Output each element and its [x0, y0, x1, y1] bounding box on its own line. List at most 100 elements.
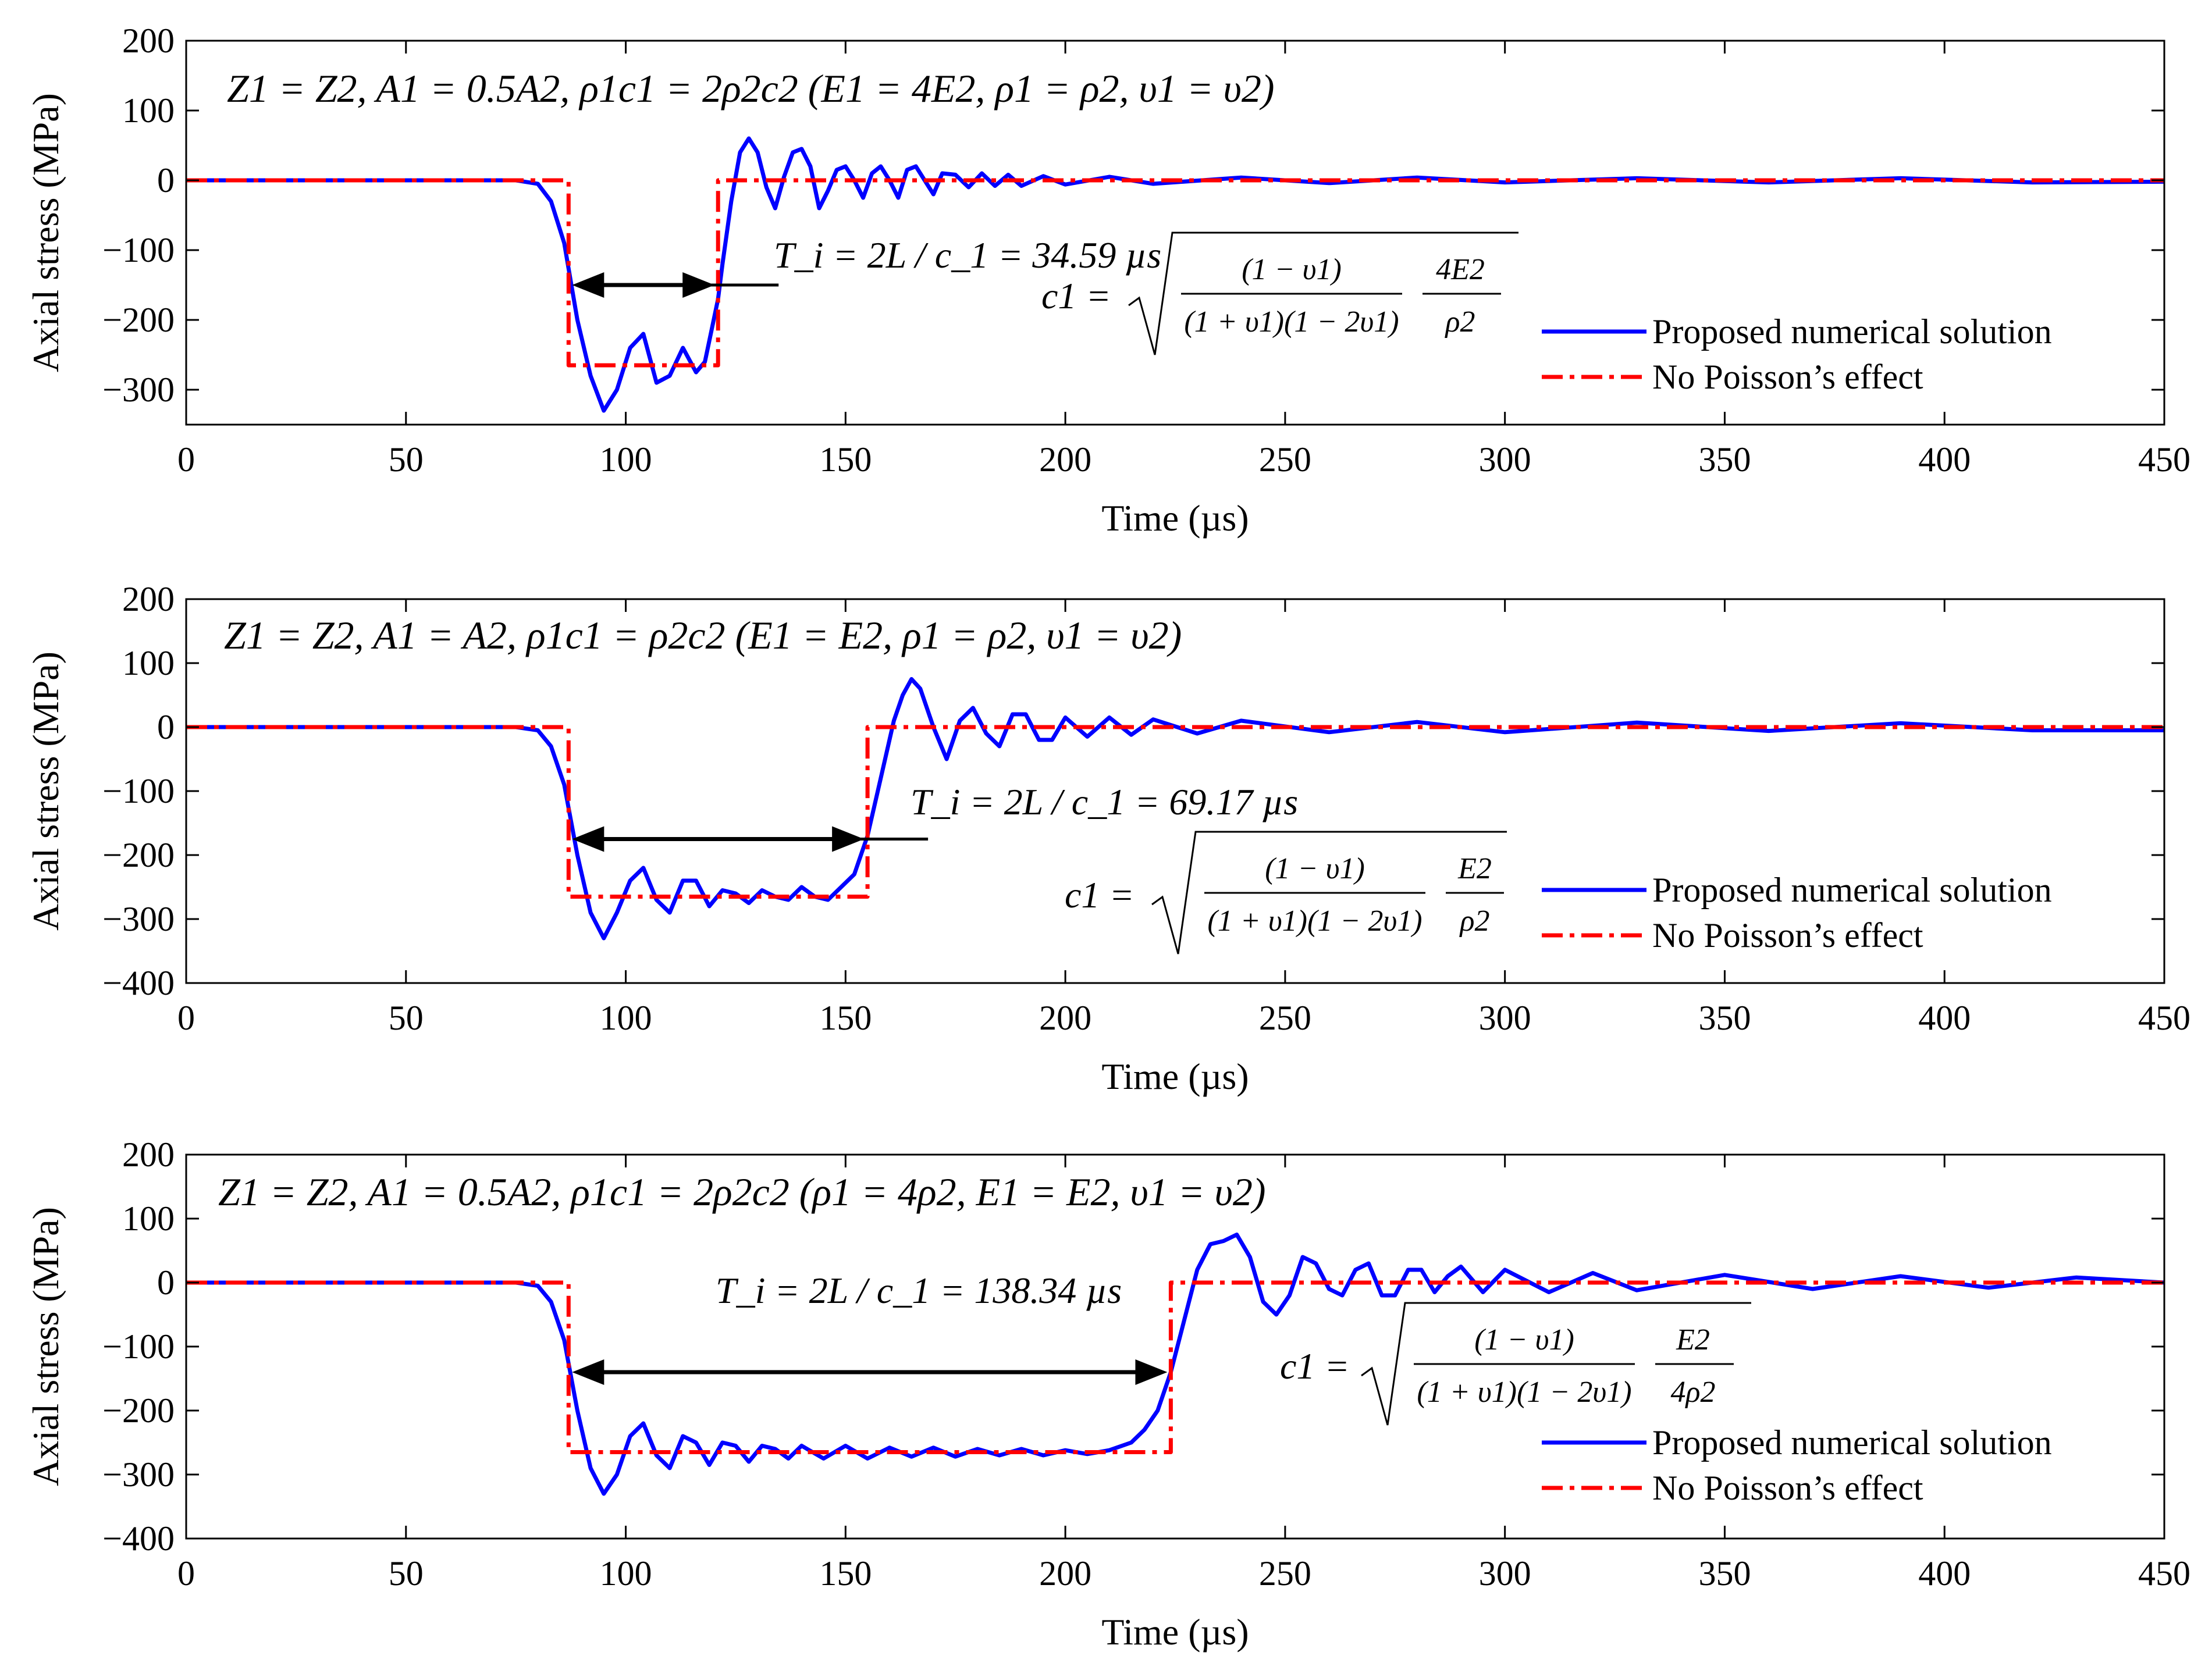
legend-label-numerical: Proposed numerical solution: [1652, 312, 2052, 351]
formula-frac-denominator: ρ2: [1459, 904, 1490, 938]
y-axis-label: Axial stress (MPa): [25, 93, 66, 372]
plot-frame: [185, 40, 2165, 426]
y-tick-label: 100: [122, 91, 175, 130]
formula-lhs: c1 =: [1280, 1345, 1350, 1387]
x-tick-label: 50: [389, 1554, 424, 1593]
x-tick-label: 100: [600, 999, 652, 1037]
series-line-numerical: [186, 677, 2164, 941]
legend-label-no-poisson: No Poisson’s effect: [1652, 1469, 1923, 1507]
transit-time-label: T_i = 2L / c_1 = 138.34 µs: [716, 1270, 1122, 1311]
y-axis-label: Axial stress (MPa): [25, 651, 66, 931]
x-tick-label: 400: [1918, 1554, 1971, 1593]
arrow-head-right: [832, 826, 865, 852]
y-tick-label: 100: [122, 644, 175, 682]
panel-title: Z1 = Z2, A1 = 0.5A2, ρ1c1 = 2ρ2c2 (ρ1 = …: [218, 1170, 1266, 1214]
y-tick-label: −200: [102, 836, 175, 874]
formula-lhs: c1 =: [1065, 874, 1135, 916]
formula-sqrt-sign: [1128, 232, 1518, 355]
arrow-head-left: [572, 1359, 604, 1385]
wave-speed-formula: c1 = (1 − υ1) (1 + υ1)(1 − 2υ1) 4E2 ρ2: [1041, 232, 1518, 355]
y-ticks: 200 100 0 −100 −200 −300: [102, 22, 2164, 409]
x-tick-label: 50: [389, 440, 424, 479]
x-tick-label: 350: [1698, 1554, 1751, 1593]
x-tick-label: 0: [177, 999, 195, 1037]
x-tick-label: 350: [1698, 440, 1751, 479]
formula-sqrt-sign: [1361, 1302, 1751, 1426]
x-tick-label: 400: [1918, 999, 1971, 1037]
transit-arrow: [572, 826, 929, 852]
series-line-no-poisson: [186, 178, 2164, 368]
formula-frac-numerator: E2: [1676, 1323, 1710, 1356]
x-tick-label: 250: [1259, 1554, 1311, 1593]
x-tick-label: 350: [1698, 999, 1751, 1037]
y-tick-label: −400: [102, 964, 175, 1002]
x-tick-label: 0: [177, 440, 195, 479]
y-tick-label: −200: [102, 301, 175, 339]
x-tick-label: 0: [177, 1554, 195, 1593]
y-ticks: 200 100 0 −100 −200 −300 −400: [102, 580, 2164, 1002]
y-tick-label: −100: [102, 772, 175, 810]
x-tick-label: 150: [819, 999, 872, 1037]
formula-numerator: (1 − υ1): [1265, 852, 1365, 885]
formula-denominator: (1 + υ1)(1 − 2υ1): [1417, 1376, 1631, 1409]
x-tick-label: 200: [1039, 440, 1091, 479]
formula-frac-numerator: 4E2: [1436, 253, 1485, 286]
panel-title: Z1 = Z2, A1 = 0.5A2, ρ1c1 = 2ρ2c2 (E1 = …: [227, 66, 1275, 111]
series-line-no-poisson: [186, 725, 2164, 899]
panel-3: 200 100 0 −100 −200 −300 −400 0 50 100 150 200 250 3…: [25, 1135, 2190, 1653]
legend: Proposed numerical solution No Poisson’s…: [1542, 312, 2052, 396]
x-ticks: 0 50 100 150 200 250 300 350 400 450: [177, 1155, 2190, 1593]
series-line-no-poisson: [186, 1280, 2164, 1454]
x-tick-label: 200: [1039, 1554, 1091, 1593]
y-tick-label: 200: [122, 580, 175, 618]
panel-title: Z1 = Z2, A1 = A2, ρ1c1 = ρ2c2 (E1 = E2, …: [224, 613, 1182, 657]
y-tick-label: −300: [102, 900, 175, 938]
y-tick-label: 0: [157, 1263, 175, 1302]
transit-annotation: T_i = 2L / c_1 = 138.34 µs c1 = (1 − υ1)…: [572, 1270, 1751, 1426]
x-tick-label: 300: [1479, 999, 1531, 1037]
series-line-numerical: [186, 1233, 2165, 1496]
formula-lhs: c1 =: [1041, 275, 1111, 316]
y-tick-label: −200: [102, 1391, 175, 1430]
y-tick-label: 100: [122, 1199, 175, 1238]
x-tick-label: 100: [600, 440, 652, 479]
legend-label-numerical: Proposed numerical solution: [1652, 871, 2052, 909]
x-tick-label: 150: [819, 440, 872, 479]
wave-speed-formula: c1 = (1 − υ1) (1 + υ1)(1 − 2υ1) E2 ρ2: [1065, 831, 1507, 955]
y-ticks: 200 100 0 −100 −200 −300 −400: [102, 1135, 2164, 1558]
transit-arrow: [572, 272, 779, 298]
panel-1: 200 100 0 −100 −200 −300 0 50 100 150 200 250 300 35…: [25, 22, 2190, 539]
x-tick-label: 200: [1039, 999, 1091, 1037]
x-tick-label: 250: [1259, 999, 1311, 1037]
formula-sqrt-sign: [1151, 831, 1507, 955]
arrow-head-left: [572, 826, 604, 852]
legend-label-no-poisson: No Poisson’s effect: [1652, 916, 1923, 955]
legend-label-no-poisson: No Poisson’s effect: [1652, 358, 1923, 396]
transit-arrow: [572, 1359, 1168, 1385]
x-axis-label: Time (µs): [1101, 497, 1249, 539]
x-tick-label: 400: [1918, 440, 1971, 479]
arrow-head-right: [1135, 1359, 1168, 1385]
y-tick-label: 0: [157, 161, 175, 200]
x-tick-label: 300: [1479, 440, 1531, 479]
formula-numerator: (1 − υ1): [1474, 1323, 1574, 1356]
formula-frac-numerator: E2: [1457, 852, 1492, 885]
x-tick-label: 300: [1479, 1554, 1531, 1593]
formula-frac-denominator: 4ρ2: [1671, 1376, 1716, 1409]
arrow-head-right: [682, 272, 715, 298]
transit-annotation: T_i = 2L / c_1 = 34.59 µs c1 = (1 − υ1) …: [572, 232, 1518, 355]
x-tick-label: 450: [2138, 1554, 2190, 1593]
legend: Proposed numerical solution No Poisson’s…: [1542, 871, 2052, 955]
formula-denominator: (1 + υ1)(1 − 2υ1): [1207, 904, 1422, 938]
legend: Proposed numerical solution No Poisson’s…: [1542, 1423, 2052, 1507]
plot-area: [186, 136, 2165, 413]
y-tick-label: 0: [157, 708, 175, 746]
formula-numerator: (1 − υ1): [1242, 253, 1342, 286]
y-tick-label: 200: [122, 1135, 175, 1174]
x-tick-label: 100: [600, 1554, 652, 1593]
legend-label-numerical: Proposed numerical solution: [1652, 1423, 2052, 1462]
arrow-head-left: [572, 272, 604, 298]
transit-annotation: T_i = 2L / c_1 = 69.17 µs c1 = (1 − υ1) …: [572, 781, 1507, 955]
y-tick-label: −400: [102, 1519, 175, 1558]
y-axis-label: Axial stress (MPa): [25, 1207, 66, 1486]
